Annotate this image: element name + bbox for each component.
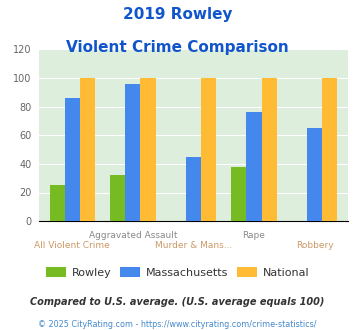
Text: Robbery: Robbery: [296, 241, 333, 250]
Bar: [141, 78, 155, 221]
Text: Rape: Rape: [242, 231, 266, 240]
Text: 2019 Rowley: 2019 Rowley: [123, 7, 232, 21]
Bar: [110, 175, 125, 221]
Bar: [322, 78, 337, 221]
Legend: Rowley, Massachusetts, National: Rowley, Massachusetts, National: [42, 263, 313, 282]
Bar: [307, 128, 322, 221]
Bar: [231, 167, 246, 221]
Text: All Violent Crime: All Violent Crime: [34, 241, 110, 250]
Bar: [50, 185, 65, 221]
Bar: [201, 78, 216, 221]
Bar: [186, 157, 201, 221]
Bar: [80, 78, 95, 221]
Bar: [246, 113, 262, 221]
Bar: [262, 78, 277, 221]
Text: Aggravated Assault: Aggravated Assault: [89, 231, 177, 240]
Text: © 2025 CityRating.com - https://www.cityrating.com/crime-statistics/: © 2025 CityRating.com - https://www.city…: [38, 320, 317, 329]
Text: Murder & Mans...: Murder & Mans...: [155, 241, 232, 250]
Text: Compared to U.S. average. (U.S. average equals 100): Compared to U.S. average. (U.S. average …: [30, 297, 325, 307]
Bar: [65, 98, 80, 221]
Bar: [125, 84, 141, 221]
Text: Violent Crime Comparison: Violent Crime Comparison: [66, 40, 289, 54]
